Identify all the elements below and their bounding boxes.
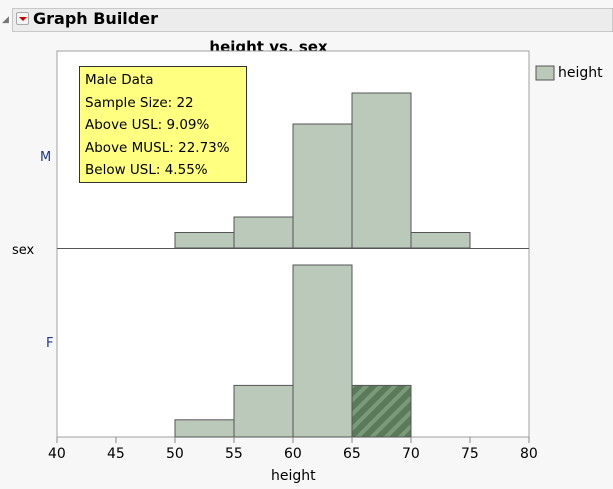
tooltip-line: Above MUSL: 22.73% [85,139,230,156]
legend-label: height [558,65,603,81]
x-tick-label: 55 [225,446,243,462]
histogram-bar-M-55[interactable] [233,216,294,249]
red-triangle-menu-icon[interactable] [16,12,29,25]
group-label-f: F [46,336,54,351]
tooltip-line: Above USL: 9.09% [85,117,210,133]
y-axis-label: sex [12,243,35,258]
legend-swatch [535,65,555,81]
histogram-bar-F-55[interactable] [233,384,294,438]
x-tick-label: 70 [402,446,420,462]
tooltip-line: Below USL: 4.55% [85,162,208,178]
tooltip: Male Data Sample Size: 22 Above USL: 9.0… [79,66,247,183]
histogram-bar-M-60[interactable] [292,123,353,249]
x-tick-label: 45 [107,446,125,462]
x-axis-label: height [271,468,316,484]
histogram-bar-M-65[interactable] [351,92,412,249]
x-tick-label: 75 [461,446,479,462]
histogram-bar-F-60[interactable] [292,264,353,438]
x-tick-label: 65 [343,446,361,462]
tooltip-line: Sample Size: 22 [85,94,194,111]
x-tick-label: 50 [166,446,184,462]
x-tick-label: 40 [48,446,66,462]
x-tick-label: 60 [284,446,302,462]
histogram-bar-F-50[interactable] [174,419,235,438]
app-title: Graph Builder [33,9,158,28]
tooltip-line: Male Data [85,72,154,88]
histogram-bar-F-65[interactable] [351,384,412,438]
histogram-bar-M-70[interactable] [410,232,471,249]
histogram-bar-M-50[interactable] [174,232,235,249]
outline-header [12,8,613,32]
x-tick-label: 80 [520,446,538,462]
group-label-m: M [40,150,52,165]
collapse-triangle-icon[interactable]: ◢ [2,15,9,25]
